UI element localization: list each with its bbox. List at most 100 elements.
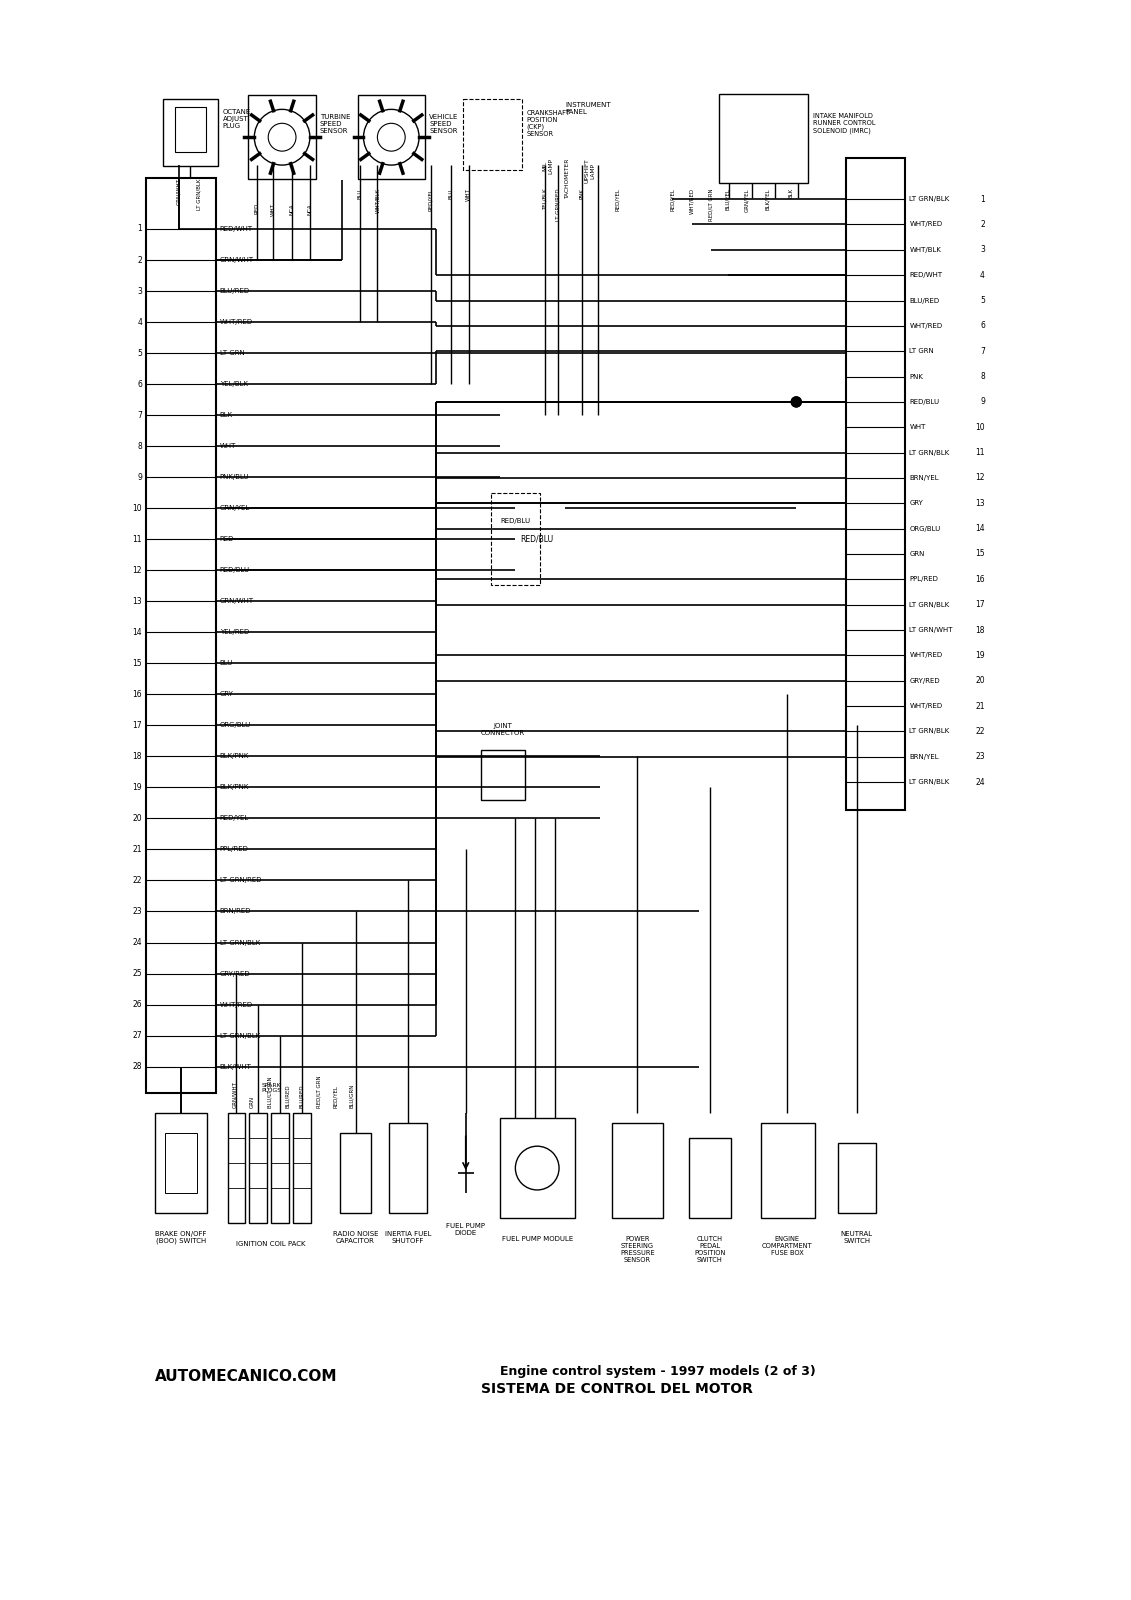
Bar	[389, 1123, 428, 1213]
Text: RED/BLU: RED/BLU	[909, 398, 940, 405]
Text: AUTOMECANICO.COM: AUTOMECANICO.COM	[155, 1370, 337, 1384]
Text: 1: 1	[981, 195, 985, 203]
Text: BLU/LT GRN: BLU/LT GRN	[268, 1077, 273, 1109]
Text: RED: RED	[254, 203, 260, 214]
Bar	[612, 1123, 663, 1218]
Text: WHT/RED: WHT/RED	[909, 702, 942, 709]
Text: WHT/BLK: WHT/BLK	[909, 246, 941, 253]
Text: GRY: GRY	[219, 691, 233, 698]
Text: 22: 22	[132, 875, 143, 885]
Text: WHT: WHT	[909, 424, 926, 430]
Text: POWER
STEERING
PRESSURE
SENSOR: POWER STEERING PRESSURE SENSOR	[620, 1235, 655, 1262]
Bar	[227, 1114, 245, 1222]
Text: GRN/YEL: GRN/YEL	[744, 189, 749, 211]
Text: 4: 4	[137, 317, 143, 326]
Text: IGNITION COIL PACK: IGNITION COIL PACK	[236, 1240, 305, 1246]
Text: BLU/GRN: BLU/GRN	[349, 1085, 354, 1109]
Bar	[846, 158, 906, 810]
Text: Engine control system - 1997 models (2 of 3): Engine control system - 1997 models (2 o…	[501, 1365, 817, 1378]
Text: 2: 2	[137, 256, 143, 264]
Text: WHT: WHT	[219, 443, 236, 450]
Text: 16: 16	[975, 574, 985, 584]
Text: LT GRN/BLK: LT GRN/BLK	[909, 450, 950, 456]
Text: BLK/WHT: BLK/WHT	[219, 1064, 251, 1070]
Text: 8: 8	[981, 373, 985, 381]
Bar	[463, 99, 523, 170]
Text: 10: 10	[975, 422, 985, 432]
Text: PNK: PNK	[909, 373, 923, 379]
Text: BLK: BLK	[788, 189, 794, 198]
Text: INTAKE MANIFOLD
RUNNER CONTROL
SOLENOID (IMRC): INTAKE MANIFOLD RUNNER CONTROL SOLENOID …	[813, 114, 875, 134]
Text: 6: 6	[981, 322, 985, 330]
Text: WHT/BLK: WHT/BLK	[374, 189, 380, 213]
Text: SISTEMA DE CONTROL DEL MOTOR: SISTEMA DE CONTROL DEL MOTOR	[481, 1382, 752, 1395]
Text: 23: 23	[132, 907, 143, 915]
Text: 28: 28	[132, 1062, 143, 1070]
Text: 2: 2	[981, 219, 985, 229]
Text: RED: RED	[219, 536, 234, 542]
Text: 14: 14	[132, 627, 143, 637]
Text: 3: 3	[981, 245, 985, 254]
Text: 18: 18	[975, 626, 985, 635]
Text: 19: 19	[132, 782, 143, 792]
Text: LT GRN/BLK: LT GRN/BLK	[219, 1032, 260, 1038]
Text: RED/YEL: RED/YEL	[334, 1085, 338, 1109]
Text: 21: 21	[975, 701, 985, 710]
Text: CRANKSHAFT
POSITION
(CKP)
SENSOR: CRANKSHAFT POSITION (CKP) SENSOR	[526, 110, 570, 138]
Text: UPSHIFT
LAMP: UPSHIFT LAMP	[585, 158, 595, 182]
Text: 12: 12	[975, 474, 985, 483]
Text: WHT: WHT	[466, 189, 472, 202]
Text: 27: 27	[132, 1030, 143, 1040]
Text: BLK/PNK: BLK/PNK	[219, 784, 249, 790]
Circle shape	[792, 397, 801, 406]
Text: NEUTRAL
SWITCH: NEUTRAL SWITCH	[840, 1230, 873, 1243]
Text: WHT/RED: WHT/RED	[909, 221, 942, 227]
Text: 25: 25	[132, 970, 143, 978]
Bar	[357, 94, 425, 179]
Bar	[719, 94, 809, 184]
Bar	[249, 1114, 267, 1222]
Text: SPARK
PLUGS: SPARK PLUGS	[261, 1083, 282, 1093]
Bar	[689, 1138, 731, 1218]
Text: TACHOMETER: TACHOMETER	[566, 158, 570, 198]
Text: 1: 1	[137, 224, 143, 234]
Text: BLU/YEL: BLU/YEL	[725, 189, 731, 210]
Text: LT GRN/BLK: LT GRN/BLK	[909, 602, 950, 608]
Text: LT GRN/BLK: LT GRN/BLK	[909, 728, 950, 734]
Text: YEL/RED: YEL/RED	[219, 629, 249, 635]
Text: BRN/YEL: BRN/YEL	[909, 754, 939, 760]
Text: ORG/BLU: ORG/BLU	[219, 722, 251, 728]
Text: RED/WHT: RED/WHT	[219, 226, 252, 232]
Text: 5: 5	[981, 296, 985, 306]
Text: RED/YEL: RED/YEL	[429, 189, 433, 211]
Circle shape	[792, 397, 801, 406]
Text: LT GRN/BLK: LT GRN/BLK	[909, 779, 950, 786]
Text: LT GRN: LT GRN	[219, 350, 244, 357]
Text: LT GRN/BLK: LT GRN/BLK	[219, 939, 260, 946]
Text: RADIO NOISE
CAPACITOR: RADIO NOISE CAPACITOR	[333, 1230, 378, 1243]
Text: 24: 24	[975, 778, 985, 787]
Text: 15: 15	[132, 659, 143, 667]
Text: GRN: GRN	[250, 1096, 254, 1109]
Text: CLUTCH
PEDAL
POSITION
SWITCH: CLUTCH PEDAL POSITION SWITCH	[694, 1235, 726, 1262]
Text: 19: 19	[975, 651, 985, 659]
Text: 8: 8	[137, 442, 143, 451]
Text: 6: 6	[137, 379, 143, 389]
Bar	[760, 1123, 815, 1218]
Text: BRN/RED: BRN/RED	[219, 909, 251, 915]
Text: LT GRN: LT GRN	[909, 349, 934, 354]
Text: BRN/YEL: BRN/YEL	[909, 475, 939, 482]
Text: BLU: BLU	[448, 189, 454, 198]
Bar	[293, 1114, 311, 1222]
Text: 24: 24	[132, 938, 143, 947]
Text: BLU/RED: BLU/RED	[909, 298, 940, 304]
Text: GRN: GRN	[909, 550, 925, 557]
Text: BLK/YEL: BLK/YEL	[765, 189, 770, 210]
Text: GRN/WHT: GRN/WHT	[232, 1082, 238, 1109]
Text: LT GRN/BLK: LT GRN/BLK	[196, 178, 201, 210]
Text: 7: 7	[137, 411, 143, 419]
Text: 13: 13	[132, 597, 143, 606]
Bar	[481, 750, 525, 800]
Text: BLU/RED: BLU/RED	[219, 288, 250, 294]
Text: FUEL PUMP MODULE: FUEL PUMP MODULE	[501, 1235, 572, 1242]
